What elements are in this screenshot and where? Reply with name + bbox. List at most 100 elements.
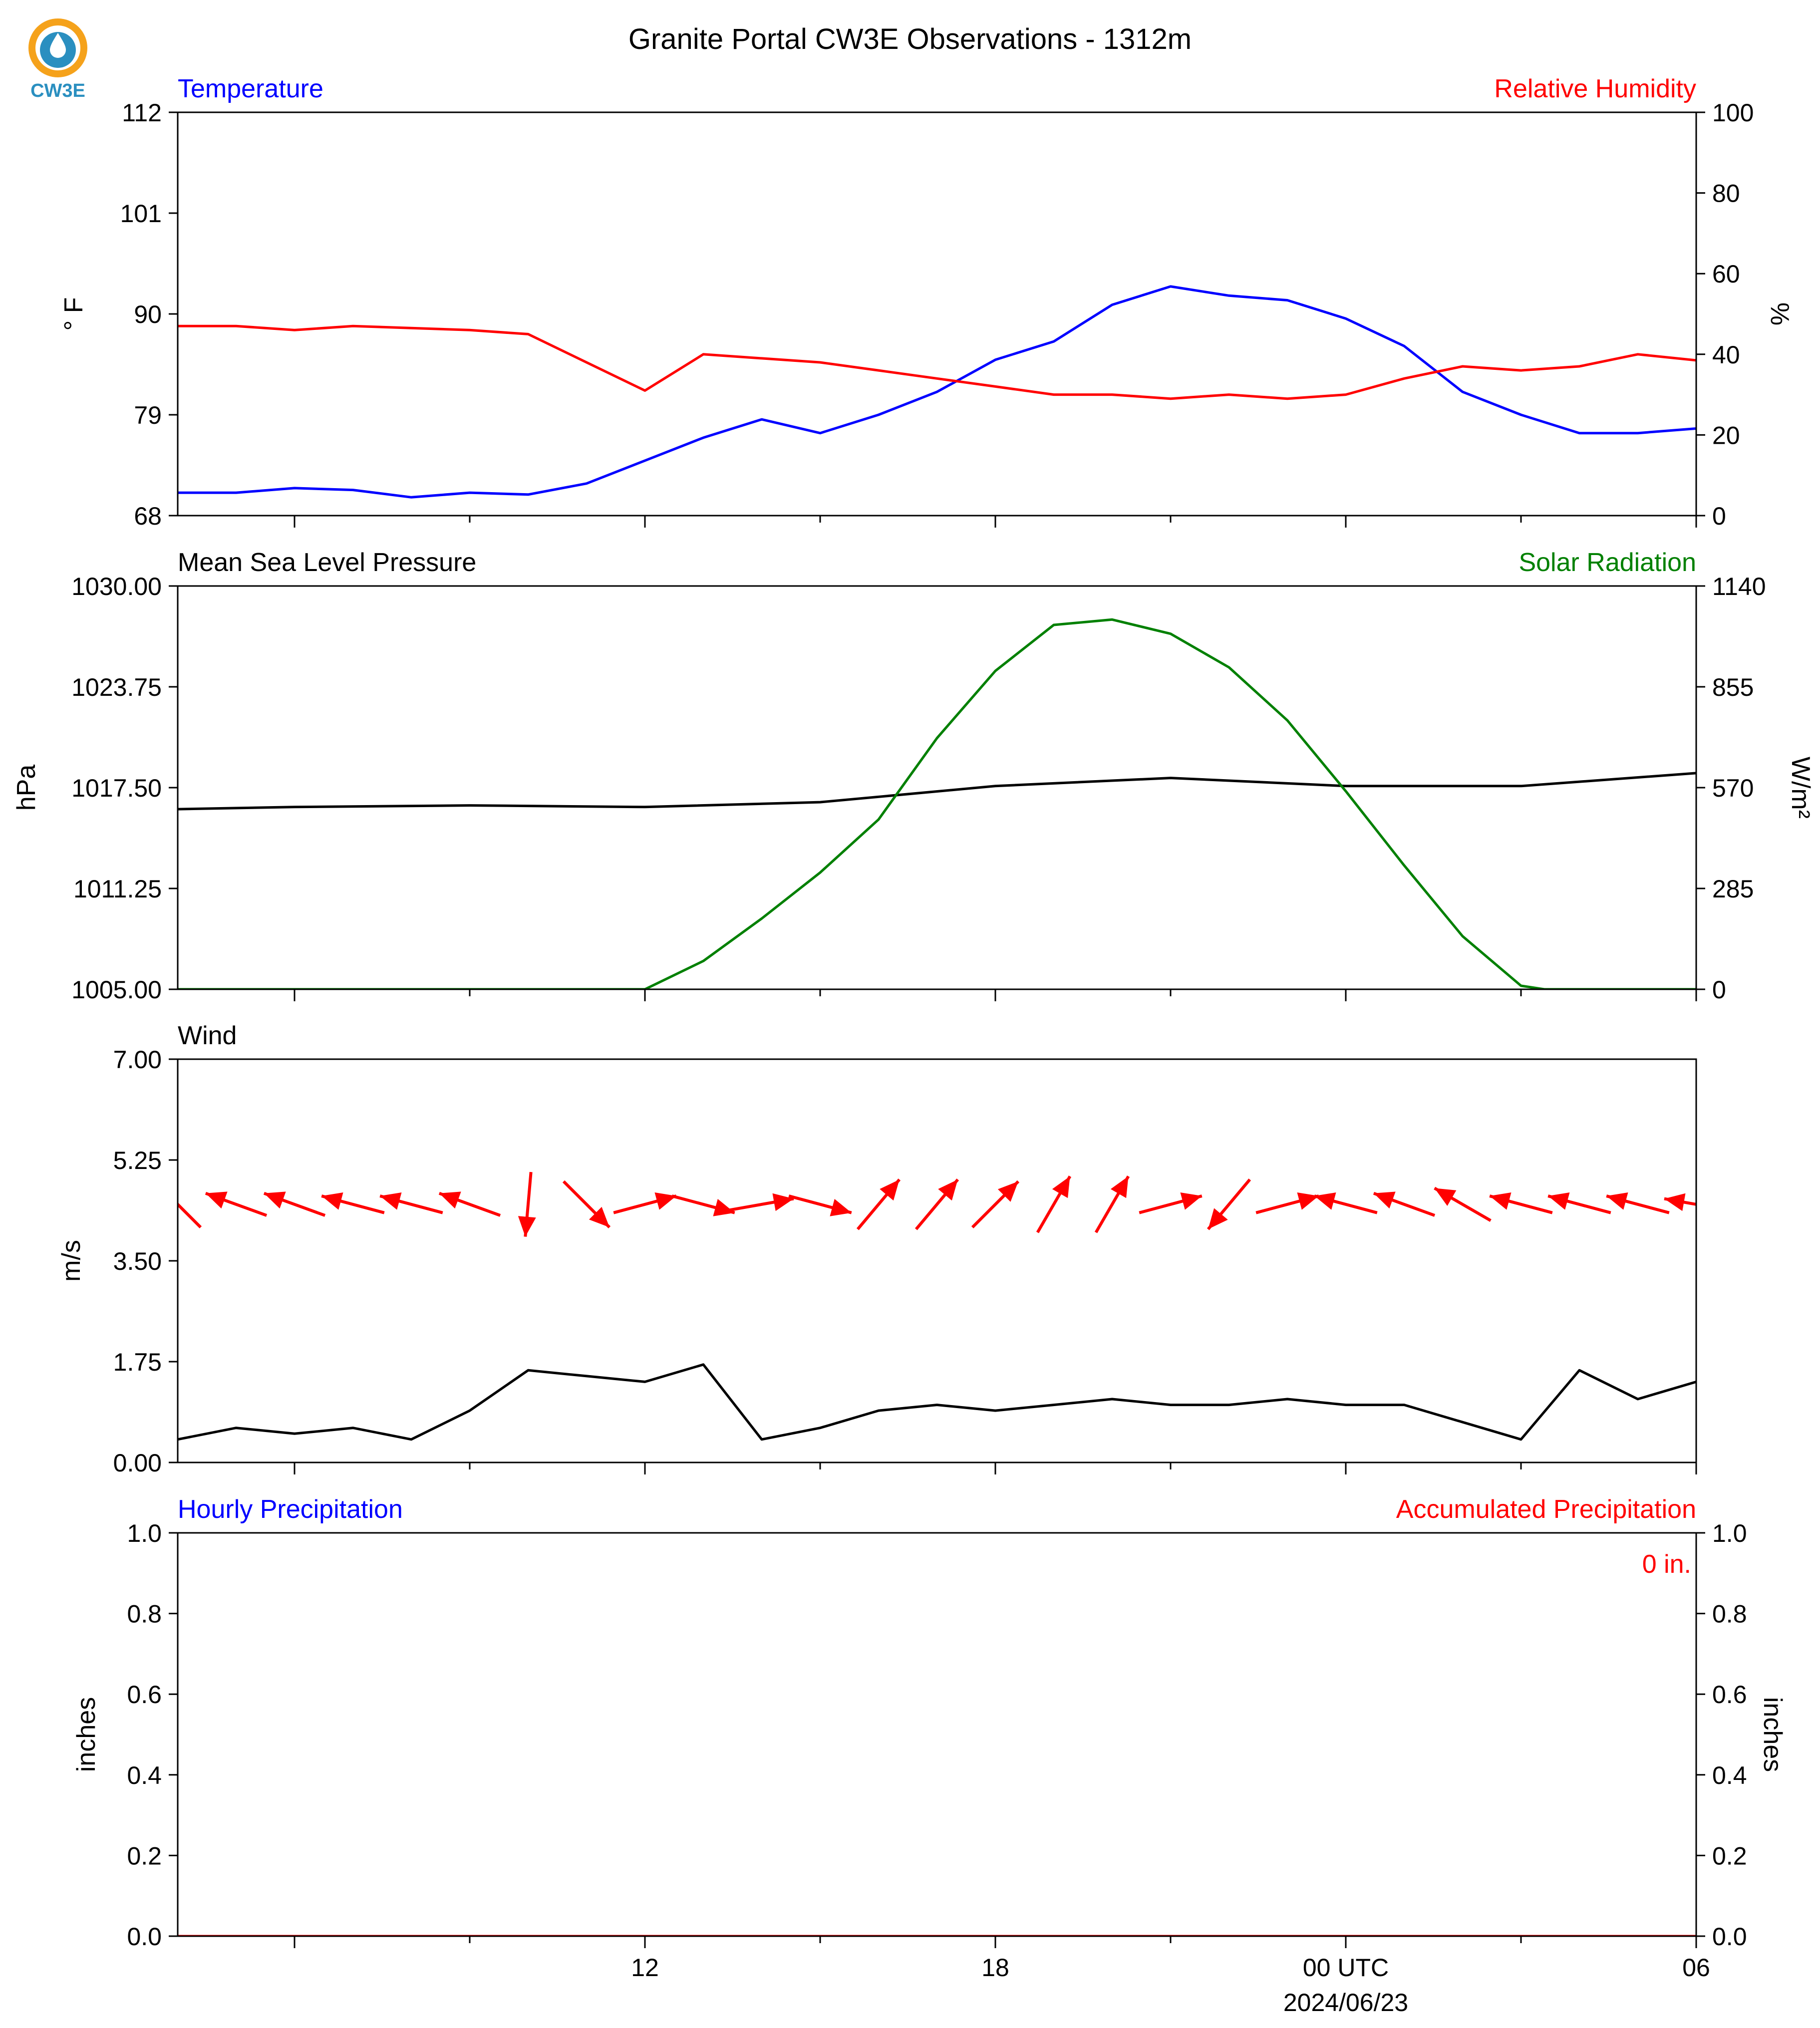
plot-frame-1 [177,585,1697,990]
wind-arrow-head-24 [1548,1192,1570,1210]
y-left-tick-label-2-0: 0.00 [113,1449,162,1477]
left-title-3: Hourly Precipitation [178,1495,403,1524]
y-left-tick-label-2-4: 7.00 [113,1046,162,1074]
y-right-axis-label-1: W/m² [1786,757,1815,819]
y-right-tick-label-1-3: 855 [1712,673,1754,701]
x-tick-label-2: 00 UTC [1303,1954,1389,1982]
y-left-tick-label-2-1: 1.75 [113,1348,162,1376]
wind-arrow-head-27 [1724,1191,1746,1208]
panel-4: 0.0 0.2 0.4 0.6 0.8 1.0 0.0 0.2 0.4 0.6 0.8 1.0 Hour… [72,1495,1787,2017]
y-left-tick-label-3-1: 0.2 [127,1842,162,1870]
accumulated-value-label: 0 in. [1642,1550,1691,1579]
y-left-tick-label-1-2: 1017.50 [71,774,162,802]
y-left-tick-label-1-4: 1030.00 [71,573,162,600]
wind-arrow-head-25 [1606,1192,1628,1210]
right-title-3: Accumulated Precipitation [1396,1495,1696,1524]
y-left-tick-label-0-0: 68 [134,502,162,530]
y-right-axis-label-3: inches [1758,1697,1787,1772]
wind-arrow-head-21 [1373,1191,1396,1209]
y-left-tick-label-0-4: 112 [122,99,162,127]
wind-arrow-head-7 [589,1206,609,1227]
left-title-0: Temperature [178,74,323,103]
left-title-2: Wind [178,1021,237,1050]
chart-title: Granite Portal CW3E Observations - 1312m [628,23,1192,55]
y-right-tick-label-1-4: 1140 [1712,573,1766,600]
wind-arrow-head-12 [880,1179,900,1201]
wind-arrow-head-1 [205,1191,228,1209]
wind-arrow-head-14 [997,1181,1018,1202]
right-title-0: Relative Humidity [1494,74,1696,103]
y-left-tick-label-2-3: 5.25 [113,1147,162,1174]
y-right-tick-label-0-4: 80 [1712,180,1740,208]
x-tick-label-0: 12 [631,1954,659,1982]
plot-frame-0 [177,111,1697,517]
wind-arrow-head-4 [380,1192,402,1210]
wind-arrow-head-10 [772,1193,794,1211]
wind-arrow-head-2 [264,1191,286,1209]
series-line-2-0 [178,1363,1696,1441]
y-right-tick-label-3-1: 0.2 [1712,1842,1747,1870]
y-right-tick-label-3-2: 0.4 [1712,1761,1747,1789]
y-right-tick-label-0-0: 0 [1712,502,1726,530]
y-right-tick-label-0-5: 100 [1712,99,1754,127]
wind-arrow-shaft-28 [1783,1193,1820,1215]
wind-arrow-head-23 [1490,1192,1512,1210]
logo-text: CW3E [30,80,85,101]
wind-arrow-head-11 [830,1198,852,1216]
y-right-tick-label-3-0: 0.0 [1712,1923,1747,1951]
wind-arrow-head-8 [654,1192,676,1210]
y-left-tick-label-0-2: 90 [134,300,162,328]
logo: CW3E [28,18,87,101]
y-left-axis-label-0: ° F [59,297,88,330]
left-title-1: Mean Sea Level Pressure [178,548,476,577]
y-left-tick-label-3-0: 0.0 [127,1923,162,1951]
x-tick-label-3: 06 [1682,1954,1710,1982]
plot-area-2 [155,1171,1820,1441]
wind-arrow-head-16 [1110,1176,1129,1198]
wind-arrow-head-3 [321,1192,343,1210]
logo-drop-icon [50,33,66,58]
wind-arrow-shaft-27 [1724,1193,1785,1215]
y-left-axis-label-2: m/s [57,1240,86,1282]
y-right-axis-label-0: % [1765,302,1794,325]
wind-arrow-head-5 [439,1191,461,1209]
wind-arrow-head-18 [1208,1208,1228,1229]
wind-arrow-head-19 [1297,1192,1319,1210]
x-date-label-0: 2024/06/23 [1283,1989,1408,2017]
plot-area-0 [178,285,1696,499]
y-left-axis-label-3: inches [72,1697,101,1772]
logo-ring-icon [28,18,87,77]
y-right-tick-label-1-0: 0 [1712,976,1726,1004]
panel-1: 68 79 90 101 112 0 20 40 60 80 100 Temperature Relat… [59,74,1794,530]
y-left-tick-label-3-2: 0.4 [127,1761,162,1789]
y-left-tick-label-1-1: 1011.25 [73,875,162,903]
y-left-tick-label-1-3: 1023.75 [71,673,162,701]
y-right-tick-label-0-3: 60 [1712,260,1740,288]
x-tick-label-1: 18 [981,1954,1009,1982]
series-line-1-0 [178,772,1696,811]
y-right-tick-label-3-5: 1.0 [1712,1519,1747,1547]
wind-arrow-head-9 [713,1198,735,1216]
y-right-tick-label-0-1: 20 [1712,421,1740,449]
y-left-tick-label-3-5: 1.0 [127,1519,162,1547]
y-left-tick-label-0-3: 101 [120,200,162,228]
wind-arrow-head-15 [1052,1176,1070,1198]
y-left-tick-label-3-3: 0.6 [127,1681,162,1709]
y-left-tick-label-3-4: 0.8 [127,1600,162,1628]
y-left-tick-label-2-2: 3.50 [113,1247,162,1275]
y-left-axis-label-1: hPa [12,765,41,811]
panel-2: 1005.00 1011.25 1017.50 1023.75 1030.00 0 285 5… [12,548,1815,1004]
right-title-1: Solar Radiation [1518,548,1696,577]
plot-area-1 [178,618,1696,989]
y-left-tick-label-0-1: 79 [134,401,162,429]
wind-arrow-head-20 [1314,1192,1336,1210]
wind-arrow-head-13 [938,1179,958,1201]
series-line-0-0 [178,285,1696,499]
y-right-tick-label-1-1: 285 [1712,875,1754,903]
wind-arrow-shaft-0 [178,1202,202,1228]
wind-arrow-head-22 [1434,1188,1457,1206]
wind-arrow-head-0 [155,1181,175,1202]
plot-frame-3 [177,1532,1697,1937]
wind-arrow-head-17 [1180,1192,1202,1210]
wind-arrow-head-28 [1783,1191,1805,1208]
